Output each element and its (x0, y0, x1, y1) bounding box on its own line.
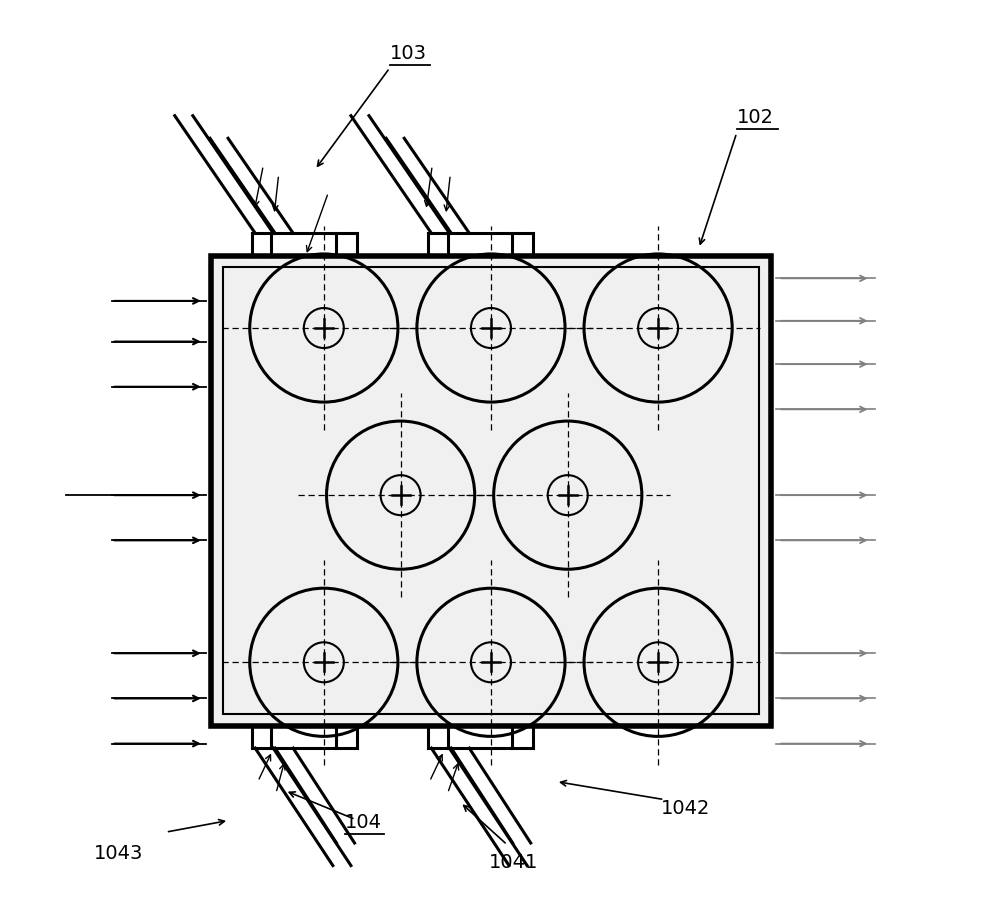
Text: 1043: 1043 (93, 844, 143, 863)
Text: 1042: 1042 (661, 799, 710, 818)
Text: 1041: 1041 (489, 853, 539, 872)
Text: 104: 104 (345, 814, 382, 832)
Bar (223, 267, 759, 714)
Bar (211, 255, 771, 725)
Text: 102: 102 (737, 108, 774, 127)
Text: 103: 103 (390, 45, 427, 64)
